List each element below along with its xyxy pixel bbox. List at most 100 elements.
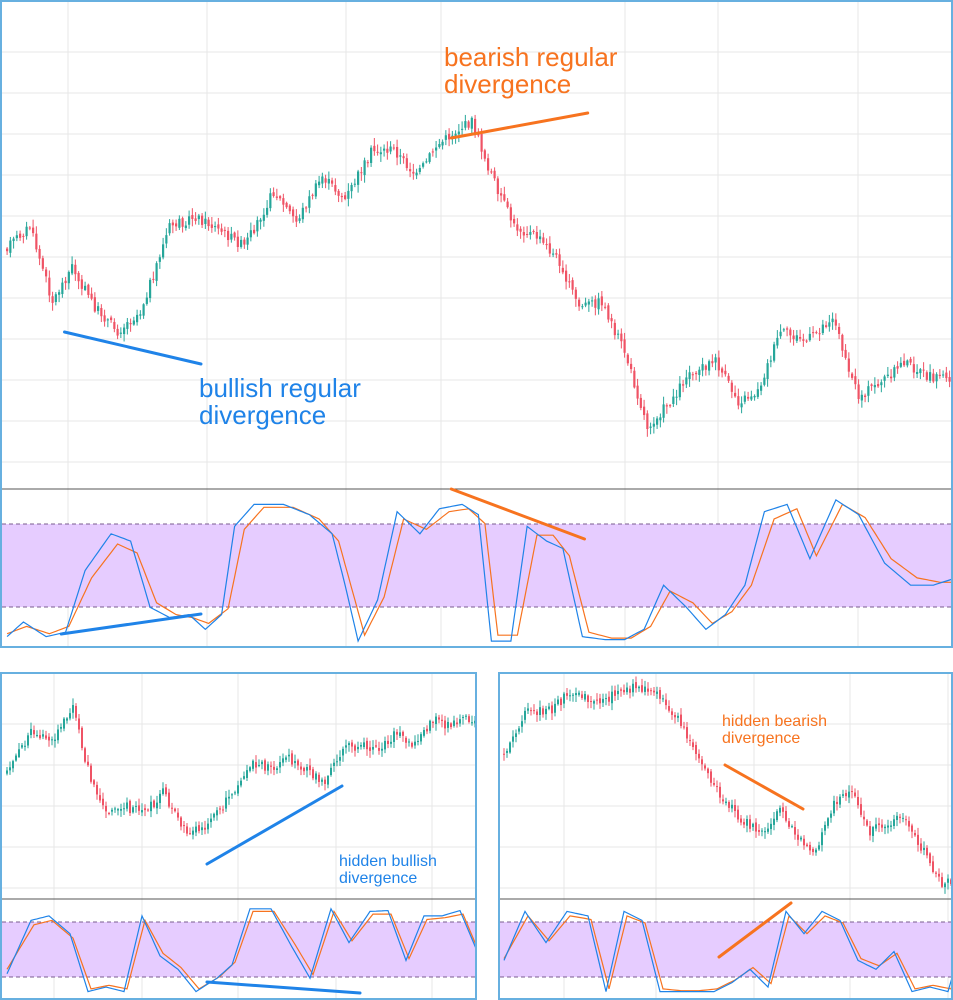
candle-body xyxy=(647,688,649,692)
candle-body xyxy=(438,144,441,147)
candle-body xyxy=(659,417,662,421)
candle-body xyxy=(493,170,496,179)
candle-body xyxy=(708,361,711,371)
candle-body xyxy=(569,695,571,697)
candle-body xyxy=(429,720,431,731)
candle-body xyxy=(674,715,676,718)
candle-body xyxy=(376,151,379,153)
candle-body xyxy=(518,728,520,732)
candle-body xyxy=(818,845,820,850)
candle-body xyxy=(821,832,823,846)
candle-body xyxy=(527,708,529,711)
candle-body xyxy=(372,747,374,750)
candle-body xyxy=(252,760,254,769)
candle-body xyxy=(155,263,158,281)
candle-body xyxy=(57,729,59,741)
candle-body xyxy=(386,148,389,153)
candle-body xyxy=(177,812,179,818)
candle-body xyxy=(929,372,932,381)
candle-body xyxy=(545,708,547,715)
candle-body xyxy=(563,693,565,704)
candle-body xyxy=(87,761,89,766)
candle-body xyxy=(630,363,633,370)
candle-body xyxy=(581,306,584,308)
candle-body xyxy=(626,354,629,364)
candle-body xyxy=(354,745,356,751)
candle-body xyxy=(414,741,416,746)
candle-body xyxy=(809,844,811,851)
candle-body xyxy=(857,384,860,399)
divergence-line-price xyxy=(205,784,344,866)
candle-body xyxy=(342,748,344,756)
candle-body xyxy=(526,233,529,235)
candle-body xyxy=(171,222,174,226)
candle-body xyxy=(584,302,587,306)
candle-body xyxy=(626,687,628,693)
candle-body xyxy=(581,694,583,698)
candle-body xyxy=(866,820,868,826)
candle-body xyxy=(72,705,74,713)
candle-body xyxy=(893,367,896,378)
candle-body xyxy=(387,740,389,745)
candle-body xyxy=(425,161,428,163)
candle-body xyxy=(298,218,301,221)
candle-body xyxy=(756,389,759,397)
candle-body xyxy=(249,230,252,238)
candle-body xyxy=(893,819,895,826)
candle-body xyxy=(285,202,288,208)
candle-body xyxy=(25,226,28,237)
candle-body xyxy=(785,810,787,821)
candle-body xyxy=(769,360,772,362)
candle-body xyxy=(152,278,155,280)
candle-body xyxy=(805,340,808,342)
candle-body xyxy=(789,329,792,336)
candle-body xyxy=(432,721,434,723)
divergence-line-oscillator xyxy=(59,612,203,636)
candle-body xyxy=(639,397,642,408)
candle-body xyxy=(911,825,913,832)
candle-body xyxy=(399,155,402,157)
candle-body xyxy=(297,760,299,766)
candle-body xyxy=(532,231,535,233)
candle-body xyxy=(665,405,668,407)
candle-body xyxy=(565,270,568,282)
candle-body xyxy=(725,801,727,804)
candle-body xyxy=(516,224,519,231)
candle-body xyxy=(369,747,371,751)
candle-body xyxy=(9,240,12,253)
candle-body xyxy=(623,339,626,353)
candle-body xyxy=(27,735,29,746)
candle-body xyxy=(168,792,170,807)
candle-body xyxy=(477,134,480,136)
candle-body xyxy=(786,328,789,330)
candle-body xyxy=(363,160,366,176)
candle-body xyxy=(273,766,275,770)
candle-body xyxy=(905,819,907,821)
candle-body xyxy=(210,224,213,228)
candle-body xyxy=(794,827,796,835)
candle-body xyxy=(256,220,259,232)
candle-body xyxy=(821,324,824,334)
candle-body xyxy=(818,333,821,335)
candle-body xyxy=(731,804,733,809)
candle-body xyxy=(192,830,194,835)
candle-body xyxy=(431,151,434,153)
hidden-bullish-chart-svg xyxy=(2,674,475,998)
bearish-regular-label: bearish regular divergence xyxy=(444,42,618,100)
candle-body xyxy=(191,215,194,220)
candle-body xyxy=(542,237,545,243)
candle-body xyxy=(761,830,763,832)
candle-body xyxy=(80,279,83,289)
candle-body xyxy=(375,745,377,747)
candle-body xyxy=(45,269,48,277)
candle-body xyxy=(782,807,784,812)
candle-body xyxy=(411,742,413,747)
hidden-bearish-panel: hidden bearish divergence xyxy=(498,672,953,1000)
candle-body xyxy=(243,239,246,245)
candle-body xyxy=(555,253,558,255)
candle-body xyxy=(788,821,790,827)
candle-body xyxy=(587,695,589,702)
candle-body xyxy=(721,368,724,373)
stochastic-k-line xyxy=(6,907,475,993)
candle-body xyxy=(32,227,35,234)
